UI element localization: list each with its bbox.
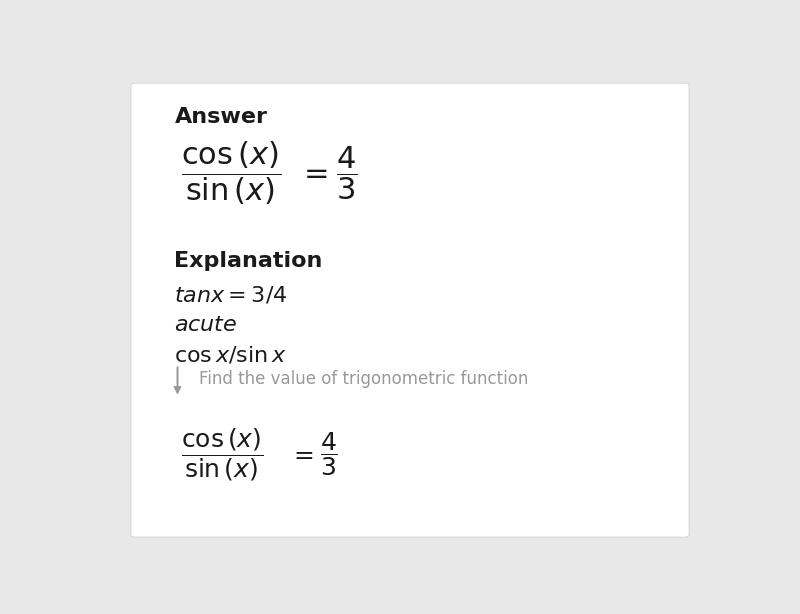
- Text: $\dfrac{4}{3}$: $\dfrac{4}{3}$: [320, 430, 338, 478]
- Text: Explanation: Explanation: [174, 251, 322, 271]
- Text: $\dfrac{\mathrm{cos}\,(x)}{\mathrm{sin}\,(x)}$: $\dfrac{\mathrm{cos}\,(x)}{\mathrm{sin}\…: [181, 426, 263, 483]
- Text: $=$: $=$: [298, 158, 329, 187]
- Text: $\dfrac{4}{3}$: $\dfrac{4}{3}$: [336, 144, 357, 202]
- Text: Find the value of trigonometric function: Find the value of trigonometric function: [199, 370, 529, 387]
- Text: $\mathit{tanx} = \mathrm{3/4}$: $\mathit{tanx} = \mathrm{3/4}$: [174, 284, 288, 305]
- Text: $\dfrac{\mathrm{cos}\,(x)}{\mathrm{sin}\,(x)}$: $\dfrac{\mathrm{cos}\,(x)}{\mathrm{sin}\…: [181, 139, 281, 207]
- Text: Answer: Answer: [174, 107, 267, 126]
- Text: $\mathrm{cos}\,x/\mathrm{sin}\,x$: $\mathrm{cos}\,x/\mathrm{sin}\,x$: [174, 344, 287, 365]
- Text: $=$: $=$: [289, 442, 314, 466]
- FancyBboxPatch shape: [131, 83, 689, 537]
- Text: $\mathit{acute}$: $\mathit{acute}$: [174, 315, 238, 335]
